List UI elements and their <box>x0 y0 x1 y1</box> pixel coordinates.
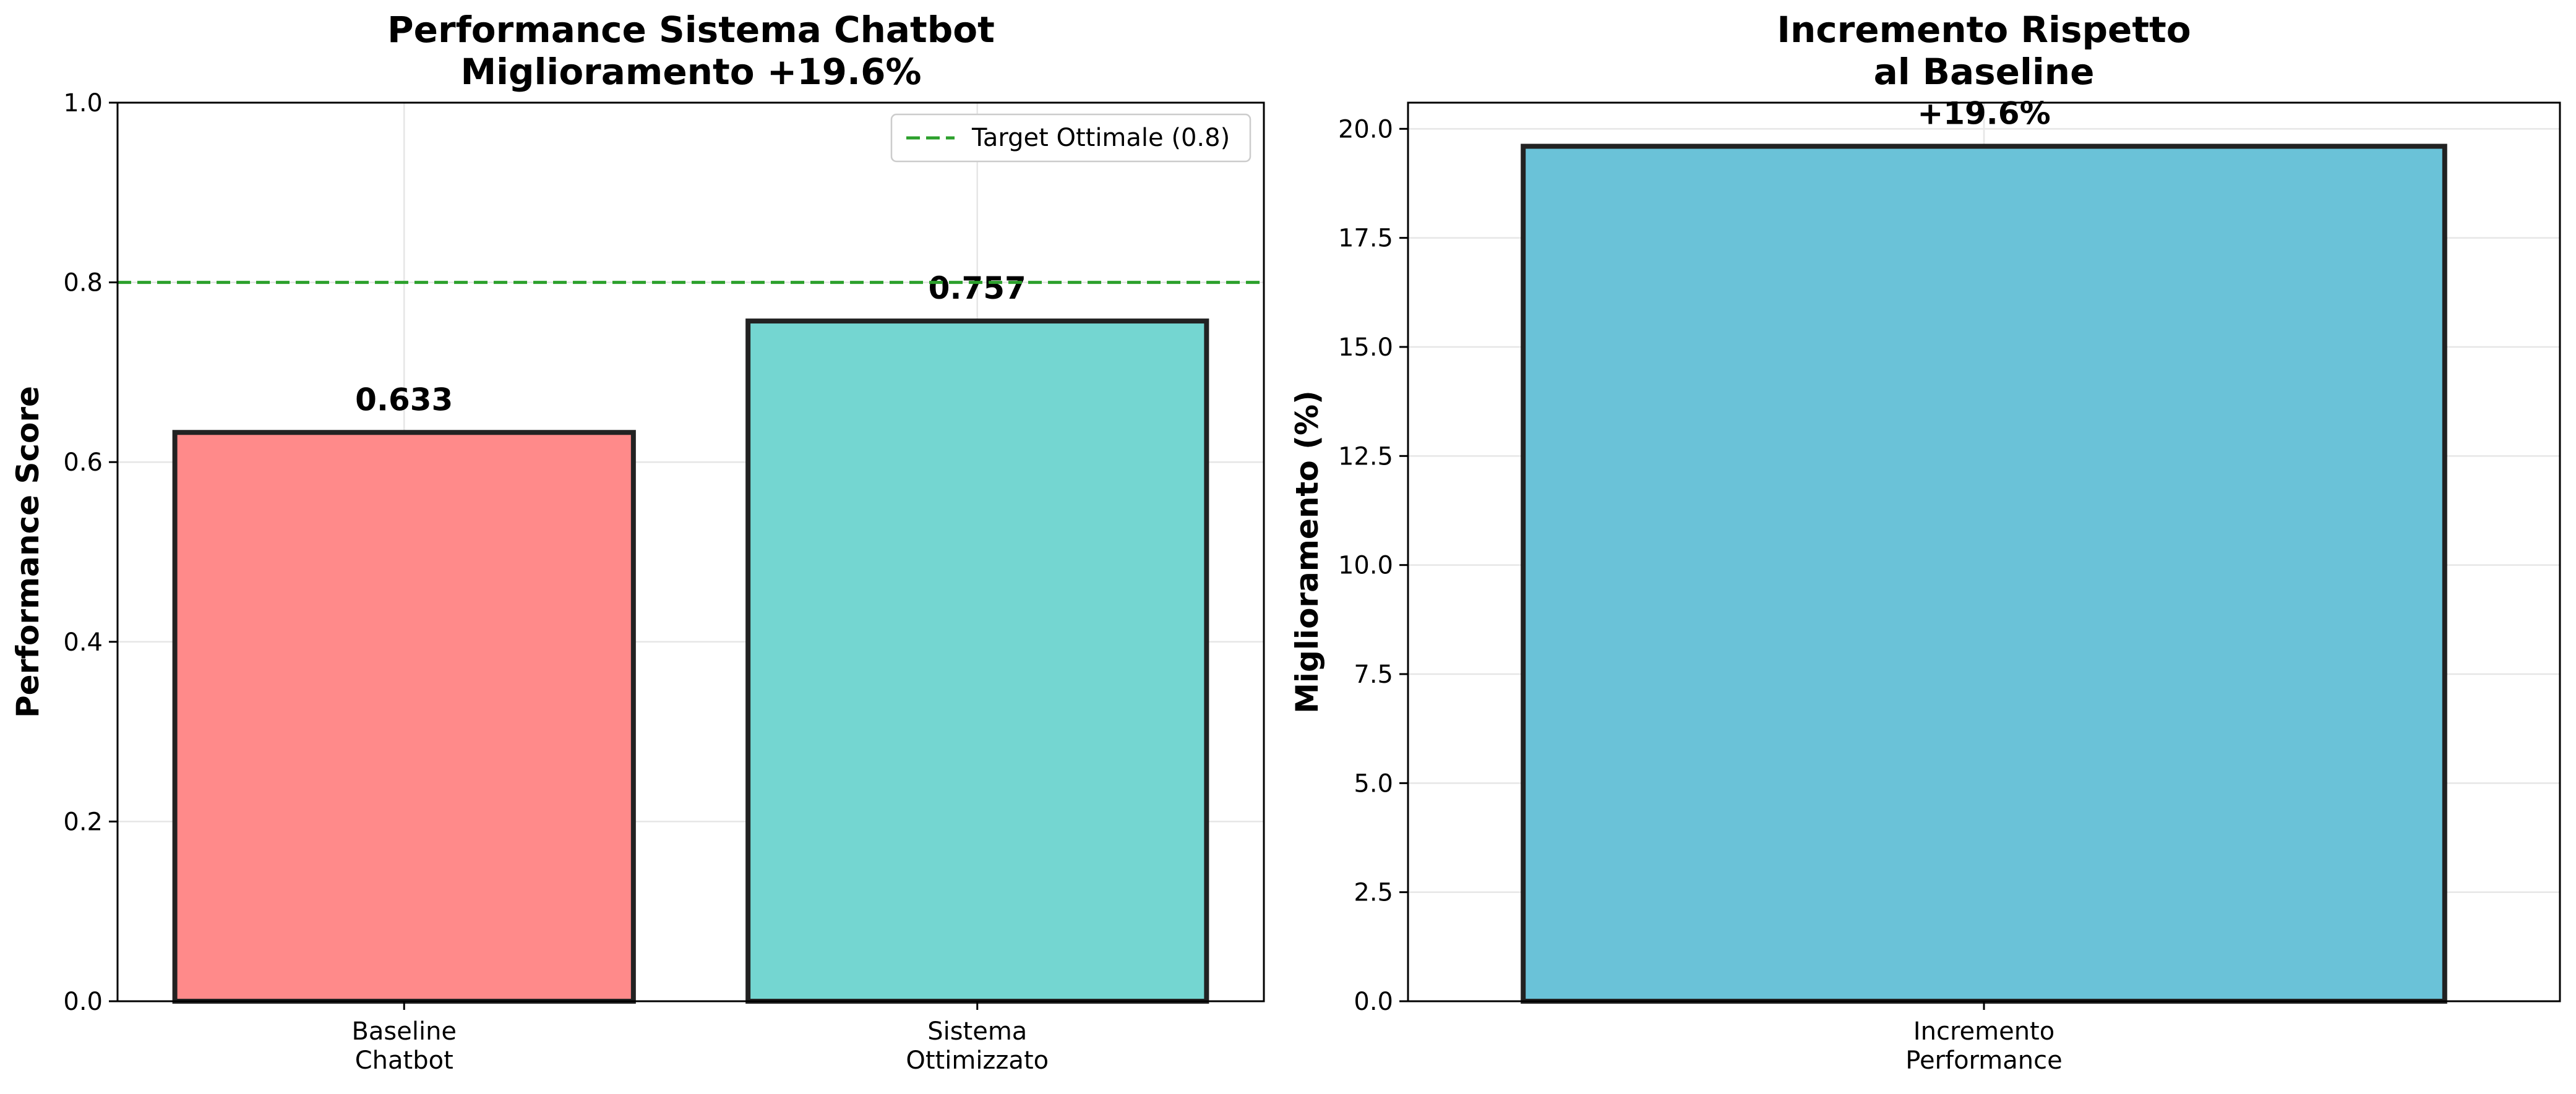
x-tick-label: Sistema <box>927 1017 1027 1046</box>
y-tick-label: 17.5 <box>1338 224 1393 253</box>
y-tick-label: 15.0 <box>1338 333 1393 362</box>
x-tick-label: Ottimizzato <box>906 1046 1049 1075</box>
x-tick-label: Baseline <box>351 1017 457 1046</box>
chart-title-line-1: Performance Sistema Chatbot <box>387 9 995 51</box>
chart-title-line-2: Miglioramento +19.6% <box>460 51 921 93</box>
chart-improvement-percent: +19.6% 0.0 2.5 5.0 7.5 10.0 12.5 15.0 17.5 20.0 In… <box>1289 9 2561 1075</box>
y-tick-label: 2.5 <box>1354 879 1393 907</box>
x-tick-label: Performance <box>1905 1046 2062 1075</box>
y-axis-label: Performance Score <box>10 386 46 718</box>
legend: Target Ottimale (0.8) <box>890 113 1252 163</box>
bar-0 <box>172 430 636 1004</box>
chart-title-line-2: al Baseline <box>1874 51 2095 93</box>
legend-label: Target Ottimale (0.8) <box>971 124 1230 152</box>
y-tick-label: 0.8 <box>63 269 103 297</box>
y-tick-label: 1.0 <box>63 89 103 118</box>
axes-frame <box>116 101 1265 1002</box>
y-tick-label: 12.5 <box>1338 442 1393 471</box>
y-tick-label: 7.5 <box>1354 660 1393 689</box>
y-tick-label: 0.0 <box>1354 988 1393 1016</box>
y-tick-label: 5.0 <box>1354 769 1393 798</box>
y-tick-label: 0.4 <box>63 628 103 657</box>
bar-0 <box>1521 143 2447 1004</box>
y-axis-label: Miglioramento (%) <box>1289 390 1325 714</box>
bar-1 <box>745 318 1209 1004</box>
y-tick-label: 0.2 <box>63 808 103 836</box>
data-label-1: 0.757 <box>929 270 1026 306</box>
x-tick-label: Incremento <box>1913 1017 2054 1046</box>
y-tick-label: 0.0 <box>63 988 103 1016</box>
data-label-0: +19.6% <box>1917 96 2050 132</box>
x-tick-label: Chatbot <box>355 1046 453 1075</box>
legend-box <box>890 113 1252 163</box>
y-tick-label: 0.6 <box>63 448 103 477</box>
chart-performance-score: 0.633 0.757 Target Ottimale (0.8) 0.0 0.2 0.4… <box>10 9 1265 1075</box>
data-label-0: 0.633 <box>355 382 453 417</box>
y-tick-label: 20.0 <box>1338 115 1393 143</box>
chart-title-line-1: Incremento Rispetto <box>1777 9 2191 51</box>
y-tick-label: 10.0 <box>1338 552 1393 580</box>
